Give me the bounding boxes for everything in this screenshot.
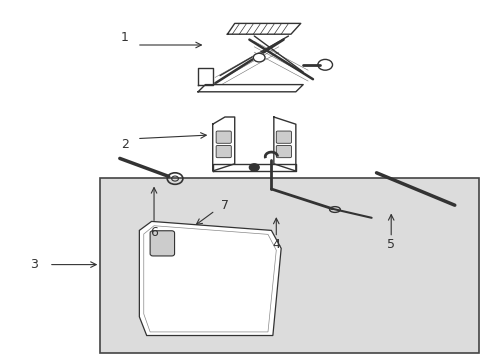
Circle shape (249, 164, 259, 171)
FancyBboxPatch shape (276, 145, 291, 158)
Circle shape (253, 53, 264, 62)
Polygon shape (273, 117, 295, 171)
Text: 4: 4 (272, 238, 280, 251)
Text: 7: 7 (221, 199, 228, 212)
FancyBboxPatch shape (150, 231, 174, 256)
Polygon shape (198, 85, 303, 92)
Text: 3: 3 (30, 258, 38, 271)
Polygon shape (212, 117, 234, 171)
Polygon shape (227, 23, 300, 34)
Polygon shape (212, 164, 295, 171)
FancyBboxPatch shape (216, 145, 231, 158)
Bar (100, 178, 478, 353)
FancyBboxPatch shape (276, 131, 291, 143)
Polygon shape (198, 68, 212, 85)
FancyBboxPatch shape (216, 131, 231, 143)
Polygon shape (139, 221, 281, 336)
Text: 5: 5 (386, 238, 394, 251)
Text: 6: 6 (150, 226, 158, 239)
Text: 1: 1 (121, 31, 128, 44)
Text: 2: 2 (121, 138, 128, 150)
